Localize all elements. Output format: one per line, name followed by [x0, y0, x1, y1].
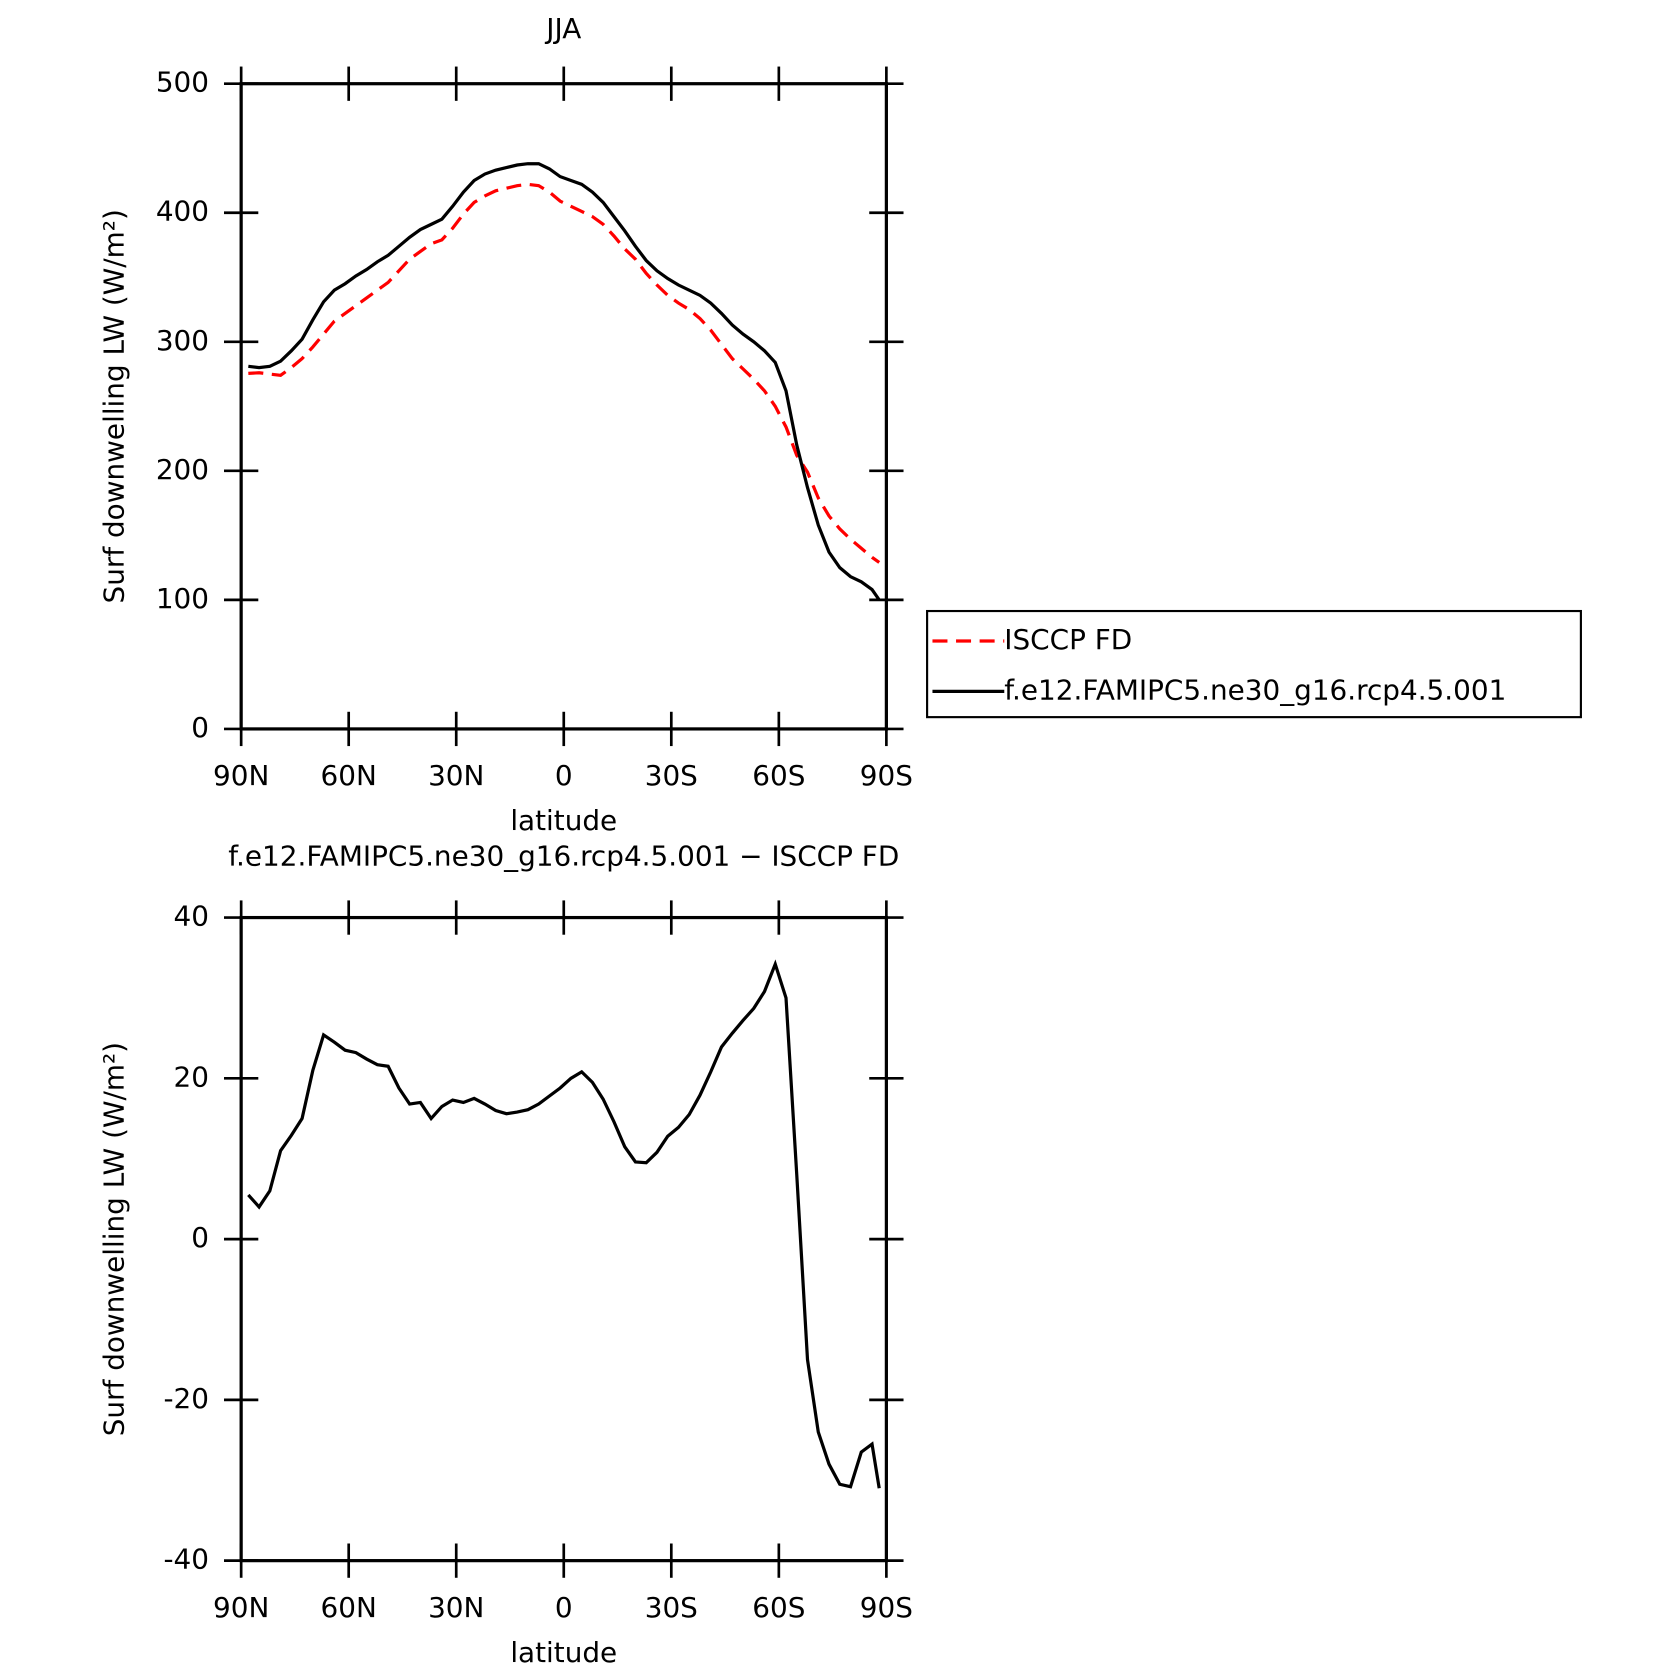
y-tick-label: -20	[163, 1382, 209, 1415]
x-tick-label: 0	[555, 1591, 573, 1624]
legend-label: ISCCP FD	[1004, 623, 1132, 656]
x-tick-label: 90N	[213, 1591, 269, 1624]
y-tick-label: 0	[191, 1221, 209, 1254]
y-tick-label: 0	[191, 711, 209, 744]
x-tick-label: 60N	[321, 1591, 377, 1624]
y-axis-label: Surf downwelling LW (W/m²)	[98, 1042, 131, 1436]
data-line	[247, 959, 881, 1489]
plot-frame	[239, 82, 888, 731]
y-tick-label: 20	[174, 1060, 209, 1093]
y-tick-label: 40	[174, 900, 209, 933]
y-tick-label: -40	[163, 1543, 209, 1576]
x-tick-label: 90N	[213, 759, 269, 792]
y-tick-label: 500	[156, 66, 209, 99]
chart-title: f.e12.FAMIPC5.ne30_g16.rcp4.5.001 − ISCC…	[228, 840, 899, 873]
x-tick-label: 90S	[860, 759, 913, 792]
x-tick-label: 60S	[752, 1591, 805, 1624]
x-tick-label: 60N	[321, 759, 377, 792]
x-tick-label: 0	[555, 759, 573, 792]
x-tick-label: 30N	[428, 1591, 484, 1624]
y-tick-label: 400	[156, 195, 209, 228]
y-tick-label: 100	[156, 582, 209, 615]
data-line	[248, 162, 881, 601]
legend-label: f.e12.FAMIPC5.ne30_g16.rcp4.5.001	[1004, 673, 1506, 706]
x-tick-label: 30S	[645, 759, 698, 792]
legend-box	[926, 609, 1582, 719]
y-axis-label: Surf downwelling LW (W/m²)	[98, 209, 131, 603]
y-tick-label: 300	[156, 324, 209, 357]
x-axis-label: latitude	[510, 1636, 617, 1669]
x-tick-label: 60S	[752, 759, 805, 792]
plot-frame	[239, 915, 888, 1563]
x-tick-label: 30S	[645, 1591, 698, 1624]
chart-title: JJA	[544, 12, 581, 45]
x-tick-label: 30N	[428, 759, 484, 792]
y-tick-label: 200	[156, 453, 209, 486]
x-axis-label: latitude	[510, 804, 617, 837]
x-tick-label: 90S	[860, 1591, 913, 1624]
data-line	[248, 182, 881, 564]
